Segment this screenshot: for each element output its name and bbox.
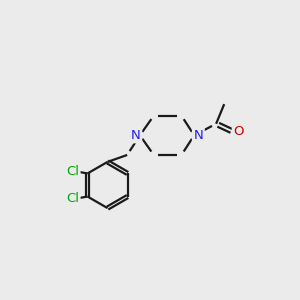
Text: N: N — [131, 129, 141, 142]
Text: O: O — [233, 125, 244, 138]
Text: Cl: Cl — [66, 165, 79, 178]
Text: N: N — [194, 129, 203, 142]
Text: Cl: Cl — [66, 192, 79, 206]
